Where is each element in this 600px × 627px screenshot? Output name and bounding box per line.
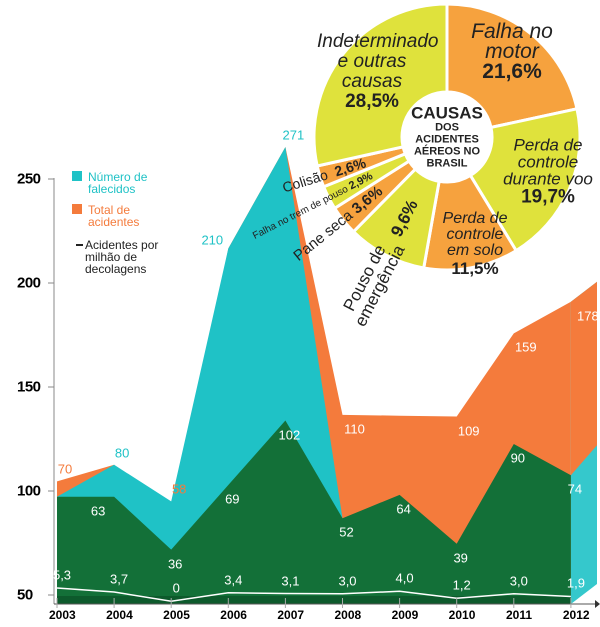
deaths-data-label: 110 bbox=[344, 421, 365, 437]
rate-data-label: 5,3 bbox=[52, 567, 72, 583]
accidents-data-label: 63 bbox=[90, 503, 106, 519]
slice-label-perda-voo: Perda de controle durante voo 19,7% bbox=[503, 135, 593, 208]
rate-data-label: 3,4 bbox=[224, 572, 243, 588]
legend-label: Acidentes por milhão de decolagens bbox=[85, 238, 159, 276]
x-tick-label: 2003 bbox=[48, 608, 76, 622]
rate-line bbox=[56, 587, 571, 602]
accidents-data-label: 102 bbox=[278, 427, 301, 443]
area-side-face-top bbox=[570, 281, 597, 476]
donut-center-title: CAUSAS DOS ACIDENTES AÉREOS NO BRASIL bbox=[402, 105, 492, 170]
x-tick-label: 2012 bbox=[562, 608, 590, 622]
accidents-data-label: 74 bbox=[567, 481, 583, 497]
x-tick-label: 2004 bbox=[106, 608, 133, 622]
slice-label-indeterminado: Indeterminado e outras causas 28,5% bbox=[317, 31, 439, 112]
rate-data-label: 3,7 bbox=[110, 571, 129, 587]
slice-label-falha-motor: Falha no motor 21,6% bbox=[471, 20, 553, 83]
slice-label-perda-solo: Perda de controle em solo 11,5% bbox=[442, 210, 508, 279]
x-tick-label: 2010 bbox=[448, 608, 476, 622]
legend-swatch-orange bbox=[72, 204, 82, 214]
deaths-data-label: 178 bbox=[577, 308, 599, 324]
deaths-data-label: 80 bbox=[114, 445, 130, 461]
area-green bbox=[57, 420, 571, 604]
deaths-data-label: 109 bbox=[457, 423, 480, 439]
x-tick-label: 2006 bbox=[220, 608, 247, 622]
deaths-data-label: 58 bbox=[171, 481, 187, 497]
rate-data-label: 1,9 bbox=[566, 575, 585, 591]
accidents-data-label: 64 bbox=[396, 501, 411, 517]
y-tick-label: 250 bbox=[17, 170, 41, 188]
accidents-data-label: 90 bbox=[510, 450, 526, 466]
rate-data-label: 0 bbox=[172, 580, 180, 596]
legend-swatch-line bbox=[76, 244, 83, 246]
rate-data-label: 4,0 bbox=[395, 570, 414, 586]
x-axis-arrow-icon bbox=[595, 600, 600, 608]
legend-swatch-teal bbox=[72, 171, 82, 181]
pie-slice-0 bbox=[445, 2, 579, 130]
pie-slice-1 bbox=[468, 107, 582, 253]
y-tick-label: 100 bbox=[17, 482, 41, 500]
legend-label: Total de acidentes bbox=[88, 203, 140, 229]
legend-label: Número de falecidos bbox=[88, 170, 148, 196]
pie-slice-7 bbox=[312, 2, 449, 168]
y-tick-label: 150 bbox=[17, 378, 41, 396]
rate-data-label: 1,2 bbox=[452, 577, 471, 593]
x-tick-label: 2009 bbox=[391, 608, 419, 622]
rate-data-label: 3,1 bbox=[281, 573, 300, 588]
x-tick-label: 2011 bbox=[505, 608, 533, 622]
baseline-band bbox=[57, 596, 571, 604]
donut-subtitle: DOS ACIDENTES AÉREOS NO BRASIL bbox=[413, 121, 480, 170]
deaths-data-label: 271 bbox=[282, 127, 305, 143]
deaths-data-label: 159 bbox=[514, 339, 537, 355]
rate-data-label: 3,0 bbox=[509, 573, 528, 589]
x-tick-label: 2007 bbox=[277, 608, 305, 622]
accidents-data-label: 39 bbox=[453, 550, 468, 566]
donut-title: CAUSAS bbox=[411, 103, 483, 123]
y-tick-label: 50 bbox=[17, 586, 33, 604]
y-tick-label: 200 bbox=[17, 274, 41, 292]
accidents-data-label: 36 bbox=[167, 556, 183, 572]
x-tick-label: 2005 bbox=[163, 608, 190, 622]
accidents-data-label: 52 bbox=[339, 524, 354, 540]
rate-data-label: 3,0 bbox=[338, 573, 357, 589]
deaths-data-label: 210 bbox=[201, 232, 224, 248]
accidents-data-label: 69 bbox=[225, 491, 240, 507]
deaths-data-label: 70 bbox=[57, 461, 73, 477]
x-tick-label: 2008 bbox=[334, 608, 362, 622]
